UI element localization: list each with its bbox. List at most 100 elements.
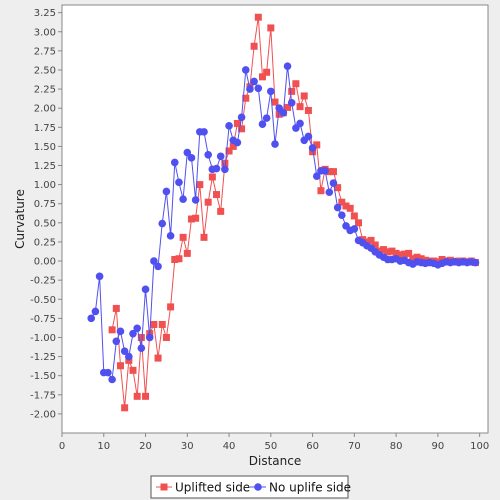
y-tick-label: -0.75 (30, 314, 56, 325)
legend-label-no-uplife: No uplife side (269, 481, 351, 495)
data-point-square (179, 233, 187, 241)
data-point-square (275, 110, 283, 118)
data-point-circle (200, 128, 208, 136)
data-point-square (292, 80, 300, 88)
x-tick-label: 20 (139, 441, 152, 452)
data-point-square (137, 333, 145, 341)
data-point-square (313, 141, 321, 149)
data-point-square (254, 13, 262, 21)
data-point-circle (162, 187, 171, 196)
data-point-circle (246, 85, 254, 93)
data-point-circle (350, 225, 359, 233)
data-point-square (213, 191, 221, 199)
data-point-square (221, 159, 229, 167)
data-point-square (338, 198, 346, 206)
data-point-square (405, 249, 413, 257)
data-point-square (229, 142, 237, 150)
series-layer (87, 13, 480, 412)
y-tick-label: 0.25 (34, 237, 56, 248)
data-point-square (271, 98, 279, 106)
data-point-square (192, 214, 200, 222)
data-point-square (267, 24, 275, 32)
data-point-circle (179, 195, 187, 203)
y-tick-label: -1.25 (30, 352, 56, 363)
data-point-circle (108, 375, 116, 384)
data-point-circle (241, 66, 250, 74)
data-point-circle (154, 262, 162, 271)
y-tick-label: 3.25 (34, 8, 56, 19)
x-tick-label: 80 (390, 441, 403, 452)
data-point-circle (112, 337, 121, 346)
data-point-circle (233, 138, 242, 147)
legend: Uplifted side No uplife side (150, 475, 351, 499)
data-point-circle (175, 178, 183, 187)
data-point-circle (250, 77, 258, 86)
data-point-square (304, 106, 312, 114)
data-point-square (171, 256, 179, 264)
y-tick-label: 1.25 (34, 161, 56, 172)
data-point-circle (191, 196, 200, 204)
y-tick-label: 1.75 (34, 123, 56, 134)
data-point-square (288, 87, 296, 95)
data-point-circle (137, 344, 146, 352)
data-point-square (309, 148, 317, 156)
y-tick-label: 2.00 (34, 104, 56, 115)
y-tick-label: -0.25 (30, 276, 56, 287)
data-point-square (334, 184, 342, 192)
x-tick-label: 0 (59, 441, 65, 452)
data-point-square (133, 392, 141, 400)
legend-marker-no-uplife (254, 483, 262, 491)
data-point-circle (104, 368, 112, 377)
data-point-square (342, 202, 350, 210)
x-tick-label: 90 (432, 441, 445, 452)
data-point-circle (91, 307, 100, 316)
data-point-circle (170, 158, 179, 167)
legend-marker-uplifted (160, 483, 168, 491)
y-tick-label: -1.75 (30, 390, 56, 401)
data-point-circle (271, 140, 279, 148)
data-point-square (142, 392, 150, 400)
data-point-circle (125, 352, 133, 361)
data-point-square (317, 187, 325, 195)
data-point-square (196, 181, 204, 189)
data-point-circle (267, 87, 275, 96)
data-point-square (116, 362, 124, 370)
data-point-square (392, 249, 400, 257)
data-point-circle (321, 167, 329, 175)
data-point-square (367, 236, 375, 244)
data-point-square (204, 198, 212, 206)
data-point-circle (145, 333, 154, 342)
data-point-circle (308, 144, 317, 152)
x-tick-label: 40 (223, 441, 236, 452)
data-point-square (125, 356, 133, 364)
series-1 (87, 62, 480, 384)
data-point-square (258, 73, 266, 81)
data-point-square (388, 247, 396, 255)
y-tick-label: -1.50 (30, 371, 56, 382)
data-point-circle (312, 172, 321, 180)
data-point-square (409, 255, 417, 263)
data-point-square (296, 103, 304, 111)
data-point-square (112, 304, 120, 312)
data-point-circle (254, 84, 263, 93)
data-point-square (384, 248, 392, 256)
data-point-square (371, 241, 379, 249)
data-point-circle (120, 347, 129, 356)
data-point-square (238, 125, 246, 133)
legend-label-uplifted: Uplifted side (175, 481, 250, 495)
x-axis-title: Distance (249, 454, 301, 468)
data-point-square (263, 68, 271, 76)
data-point-circle (338, 211, 346, 219)
data-point-circle (279, 108, 288, 117)
data-point-circle (304, 132, 313, 141)
data-point-square (413, 253, 421, 261)
data-point-circle (129, 329, 137, 338)
data-point-square (233, 119, 241, 127)
data-point-square (167, 303, 175, 311)
data-point-square (417, 255, 425, 263)
x-tick-label: 60 (306, 441, 319, 452)
y-tick-label: -0.50 (30, 295, 56, 306)
data-point-square (396, 251, 404, 259)
y-tick-label: 0.00 (34, 257, 56, 268)
